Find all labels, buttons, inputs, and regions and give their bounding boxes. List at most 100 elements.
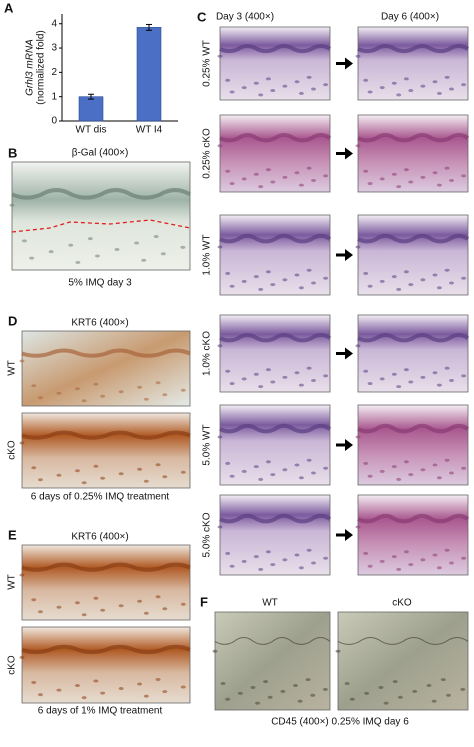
cell [444, 75, 450, 79]
tissue-layer [219, 133, 332, 143]
cell [225, 697, 231, 701]
y-axis-label: Grhl3 mRNA [25, 39, 36, 96]
cell [294, 273, 300, 277]
cell [217, 54, 223, 58]
cell [323, 374, 329, 378]
cell [432, 273, 438, 277]
cell [250, 685, 256, 689]
cell [391, 81, 397, 85]
row-label: 1.0% cKO [202, 331, 213, 376]
cell [298, 91, 304, 95]
bar [78, 96, 104, 122]
micrograph [219, 114, 331, 193]
cell [379, 86, 385, 90]
cell [74, 387, 80, 391]
caption: CD45 (400×) 0.25% IMQ day 6 [271, 717, 409, 728]
bar [136, 27, 162, 122]
cell [263, 680, 269, 684]
cell [143, 397, 149, 401]
cell [391, 555, 397, 559]
cell [74, 684, 80, 688]
cell [436, 383, 442, 387]
panel-letter: C [197, 9, 207, 24]
column-header: Day 3 (400×) [216, 12, 274, 23]
cell [270, 380, 276, 384]
cell [363, 169, 369, 173]
cell [37, 396, 43, 400]
cell [355, 344, 361, 348]
cell [48, 250, 54, 254]
cell [253, 555, 259, 559]
cell [298, 476, 304, 480]
tissue-layer [219, 43, 332, 54]
cell [396, 185, 402, 189]
cell [311, 178, 316, 182]
cell [323, 466, 329, 470]
cell [162, 690, 168, 694]
cell [363, 78, 369, 82]
cell [81, 696, 87, 700]
cell [93, 464, 99, 468]
cell [379, 177, 385, 181]
micrograph [21, 330, 191, 407]
cell [311, 471, 316, 475]
cell [297, 699, 303, 703]
cell [81, 481, 87, 485]
cell [255, 701, 261, 705]
cell [446, 693, 451, 697]
tissue-layer [21, 562, 191, 572]
cell [217, 344, 223, 348]
cell [298, 183, 304, 187]
cell [241, 559, 247, 563]
cell [134, 241, 140, 245]
cell [31, 466, 37, 470]
cell [306, 268, 312, 272]
cell [155, 463, 161, 467]
cell [403, 460, 409, 464]
tissue-layer [219, 423, 332, 434]
cell [162, 607, 168, 611]
cell [306, 75, 312, 79]
cell [298, 566, 304, 570]
cell [461, 374, 467, 378]
cell [420, 278, 426, 282]
cell [294, 371, 300, 375]
micrograph [357, 114, 469, 193]
arrow-head [345, 439, 353, 451]
cell [461, 174, 467, 178]
cell [431, 699, 437, 703]
cell [56, 605, 62, 609]
cell [367, 382, 373, 386]
cell [241, 469, 247, 473]
cell [225, 369, 231, 373]
cell [444, 548, 450, 552]
cell [363, 461, 369, 465]
cell [29, 256, 35, 260]
micrograph [357, 404, 469, 486]
cell [396, 385, 402, 389]
cell [298, 286, 304, 290]
cell [311, 281, 316, 285]
tissue-layer [337, 636, 469, 645]
cell [355, 245, 361, 249]
cell [75, 260, 81, 264]
panel-letter: D [8, 313, 17, 328]
cell [403, 168, 409, 172]
cell [355, 525, 361, 529]
cell [449, 178, 454, 182]
cell [258, 567, 264, 571]
cell [241, 86, 247, 90]
panel-title: KRT6 (400×) [71, 532, 128, 543]
cell [323, 276, 329, 280]
cell [403, 270, 409, 274]
cell [306, 366, 312, 370]
micrograph [357, 26, 469, 101]
panel-letter: F [200, 594, 208, 609]
y-tick-label: 2 [51, 67, 57, 78]
cell [436, 286, 442, 290]
cell [379, 279, 385, 283]
cell [282, 175, 288, 179]
cell [270, 89, 276, 93]
cell [280, 689, 286, 693]
